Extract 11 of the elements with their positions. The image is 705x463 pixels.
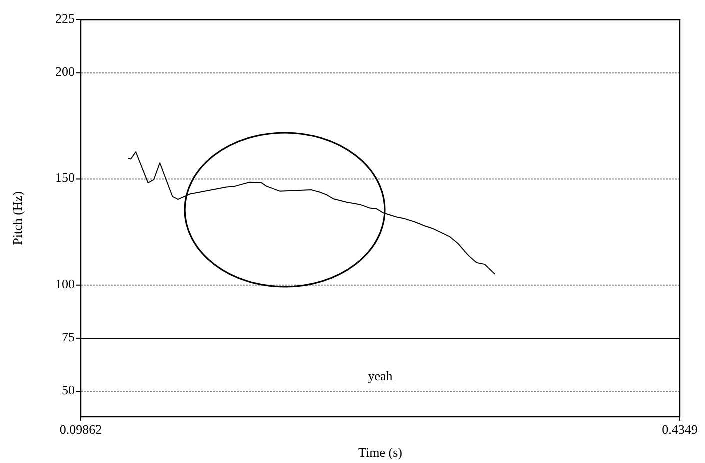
annotation: yeah <box>368 368 394 384</box>
y-tick-label: 50 <box>62 382 75 398</box>
y-tick-label: 225 <box>56 10 75 26</box>
y-axis-title: Pitch (Hz) <box>10 192 25 246</box>
x-tick-label: 0.4349 <box>662 422 698 437</box>
y-tick-label: 150 <box>56 170 75 186</box>
y-tick-label: 75 <box>62 329 75 344</box>
y-tick-label: 100 <box>56 276 75 292</box>
y-tick-label: 200 <box>56 64 75 80</box>
x-axis-title: Time (s) <box>358 445 402 460</box>
x-tick-label: 0.09862 <box>60 422 102 437</box>
